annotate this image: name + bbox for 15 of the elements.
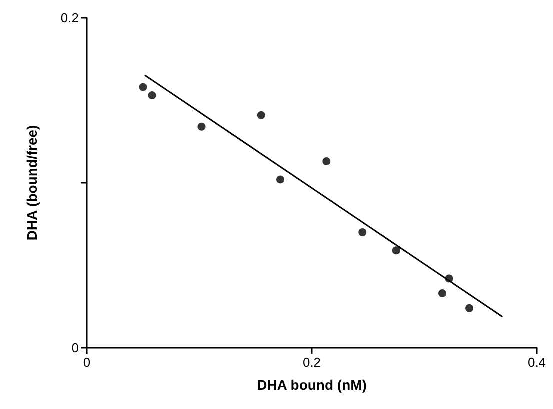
point	[392, 246, 400, 255]
point	[358, 228, 367, 236]
point	[139, 83, 148, 92]
point	[438, 290, 446, 298]
point	[466, 304, 474, 312]
point	[198, 122, 206, 131]
point	[257, 111, 266, 120]
x-axis-title: DHA bound (nM)	[257, 377, 367, 393]
point	[148, 92, 156, 100]
y-axis-title: DHA (bound/free)	[24, 125, 40, 241]
point	[276, 176, 284, 184]
x-tick-label: 0.2	[302, 355, 322, 370]
point	[322, 158, 331, 166]
x-tick-label: 0.4	[528, 355, 546, 370]
x-tick-label: 0	[83, 355, 91, 370]
